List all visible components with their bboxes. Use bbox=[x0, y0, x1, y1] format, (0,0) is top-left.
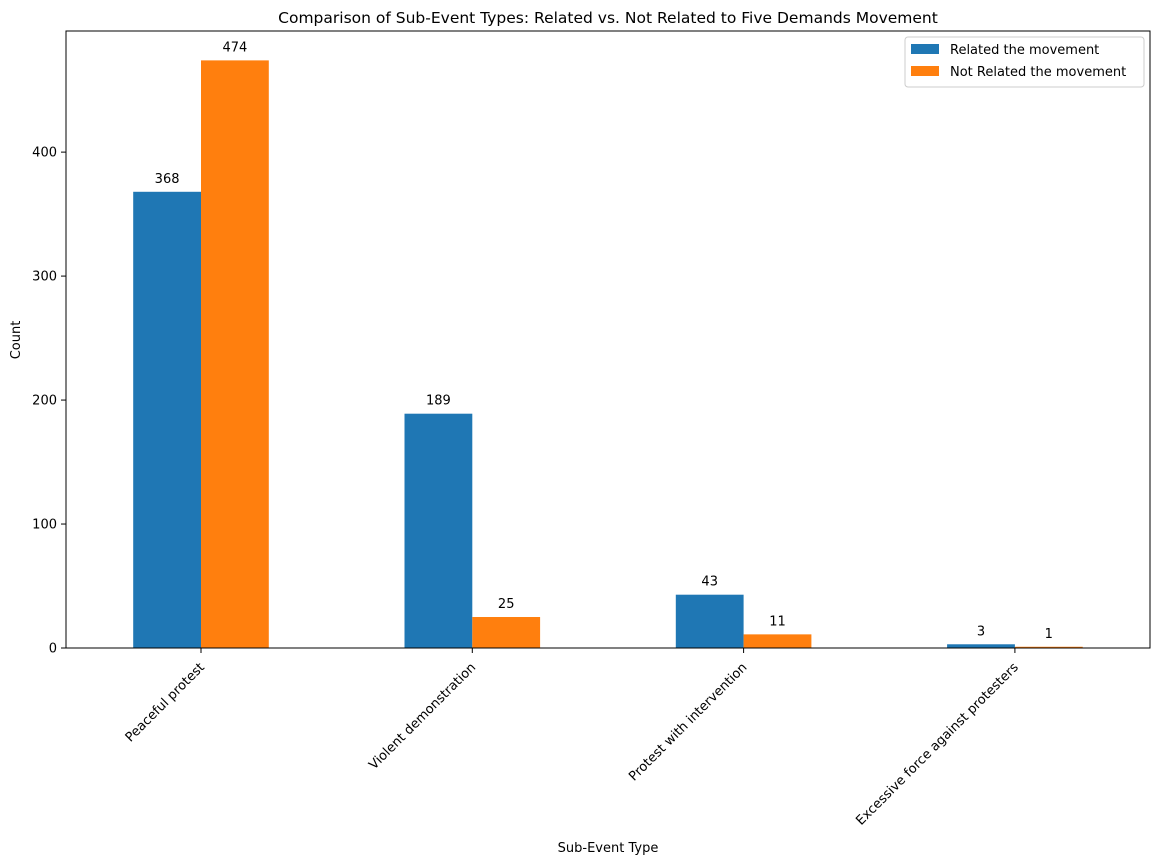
x-axis: Peaceful protest Violent demonstration Pro… bbox=[123, 648, 1022, 829]
bar-related bbox=[675, 594, 744, 648]
bars-layer bbox=[133, 60, 1083, 648]
bar-value-label: 474 bbox=[222, 40, 247, 55]
legend-swatch-related bbox=[911, 44, 939, 54]
bar-value-label: 189 bbox=[426, 394, 451, 409]
bar-not-related bbox=[743, 634, 812, 648]
legend: Related the movement Not Related the mov… bbox=[904, 36, 1145, 88]
bar-related bbox=[947, 644, 1015, 648]
y-tick-label: 400 bbox=[32, 146, 57, 161]
x-tick-label: Excessive force against protesters bbox=[853, 660, 1021, 828]
plot-frame bbox=[65, 30, 1151, 649]
chart-title: Comparison of Sub-Event Types: Related v… bbox=[278, 9, 938, 27]
bar-value-label: 368 bbox=[155, 172, 180, 187]
bar-value-label: 11 bbox=[769, 614, 786, 629]
y-axis: 0 100 200 300 400 bbox=[32, 146, 66, 657]
y-tick-label: 0 bbox=[49, 642, 57, 657]
bar-not-related bbox=[472, 617, 541, 648]
y-tick-label: 300 bbox=[32, 270, 57, 285]
bar-related bbox=[404, 413, 473, 648]
y-tick-label: 200 bbox=[32, 394, 57, 409]
bar-not-related bbox=[1014, 646, 1083, 648]
bar-value-label: 3 bbox=[977, 624, 985, 639]
data-labels-layer: 368 474 189 25 43 11 3 1 bbox=[155, 40, 1053, 641]
legend-frame bbox=[904, 36, 1145, 88]
bar-value-label: 1 bbox=[1045, 627, 1053, 642]
legend-label-not-related: Not Related the movement bbox=[950, 65, 1126, 80]
legend-swatch-not-related bbox=[911, 66, 939, 76]
y-tick-label: 100 bbox=[32, 518, 57, 533]
bar-not-related bbox=[201, 60, 269, 648]
x-axis-label: Sub-Event Type bbox=[558, 841, 659, 856]
legend-label-related: Related the movement bbox=[950, 43, 1099, 58]
bar-value-label: 25 bbox=[498, 597, 515, 612]
x-tick-label: Peaceful protest bbox=[123, 660, 208, 745]
x-tick-label: Protest with intervention bbox=[626, 660, 750, 784]
y-axis-label: Count bbox=[9, 321, 24, 360]
bar-related bbox=[133, 191, 201, 648]
x-tick-label: Violent demonstration bbox=[366, 660, 479, 773]
bar-value-label: 43 bbox=[701, 575, 718, 590]
